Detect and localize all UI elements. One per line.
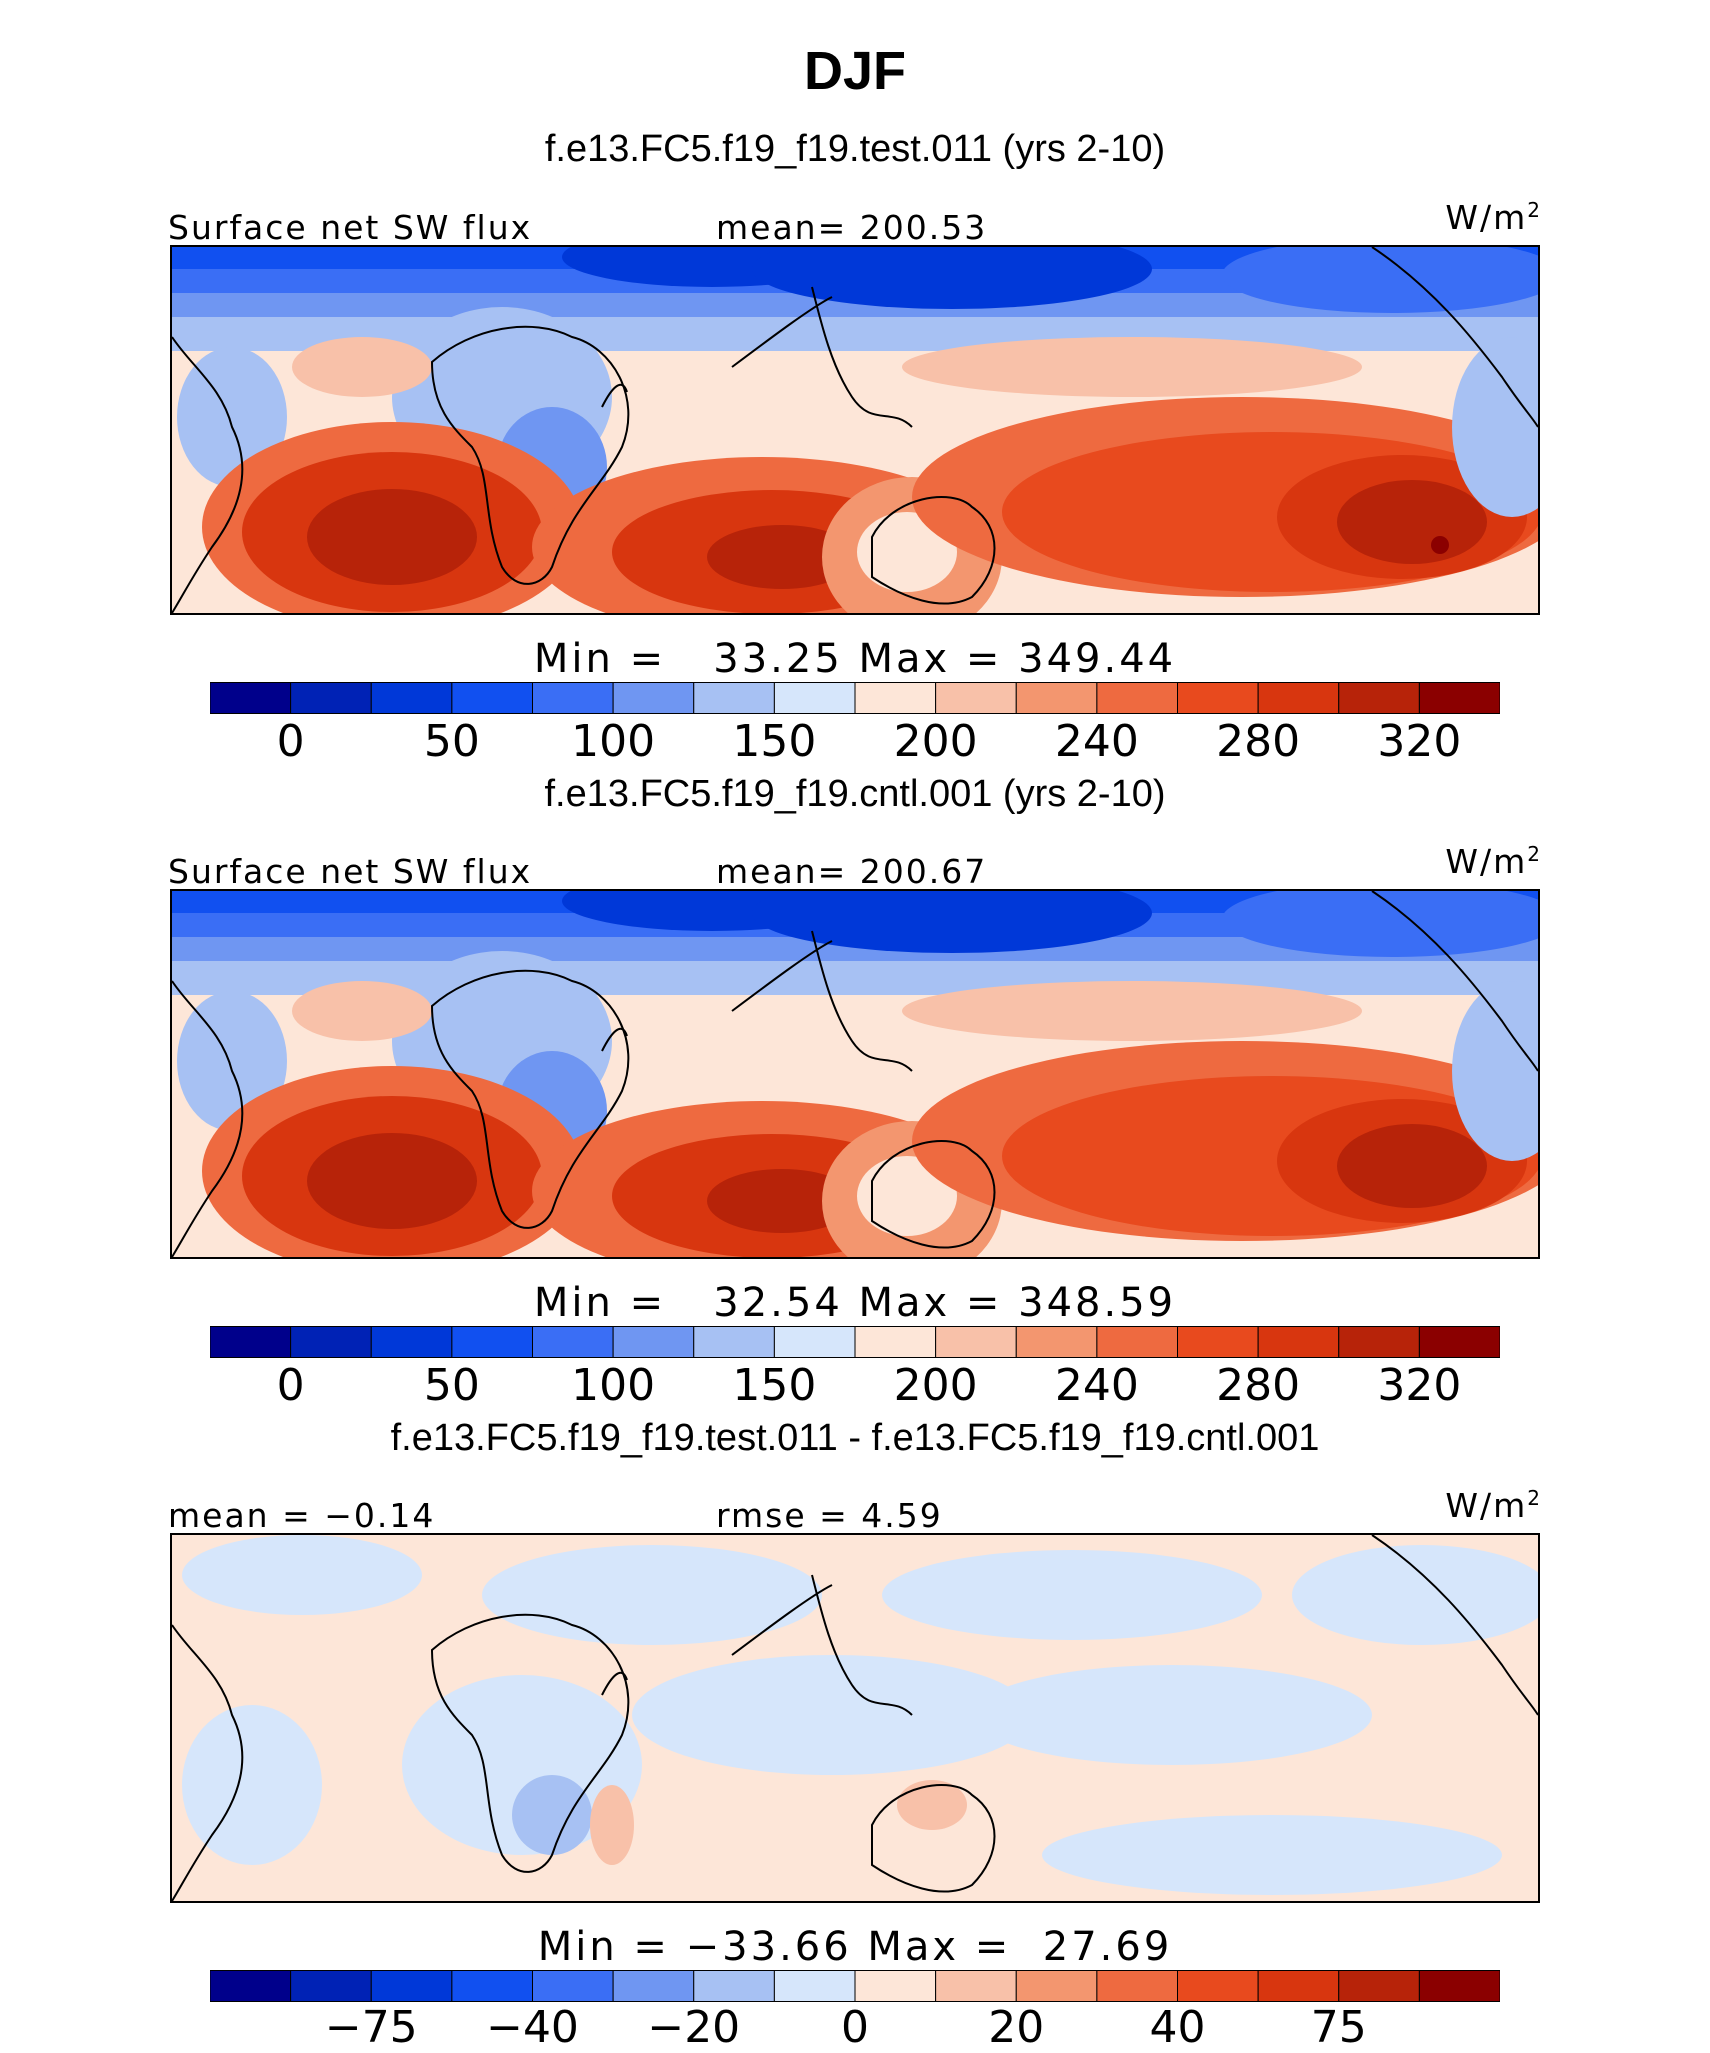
colorbar-tick-label: 50 [423, 716, 480, 767]
panel3-subtitle: f.e13.FC5.f19_f19.test.011 - f.e13.FC5.f… [390, 1417, 1320, 1459]
colorbar-swatch [773, 1326, 856, 1358]
colorbar-swatch [1257, 1970, 1340, 2002]
colorbar-swatch [612, 1326, 695, 1358]
colorbar-swatch [1257, 682, 1340, 714]
colorbar-tick-label: −75 [324, 2002, 418, 2053]
colorbar-swatch [370, 1970, 453, 2002]
colorbar-tick-label: 100 [571, 716, 656, 767]
panel1-map [170, 245, 1540, 615]
panel3-minmax: Min = −33.66 Max = 27.69 [537, 1924, 1173, 1970]
colorbar-swatch [773, 1970, 856, 2002]
colorbar-swatch [210, 1970, 292, 2002]
colorbar-tick-label: 100 [571, 1360, 656, 1411]
colorbar-swatch [1177, 1326, 1259, 1358]
colorbar-tick-label: −20 [647, 2002, 741, 2053]
colorbar-tick-label: 150 [732, 1360, 817, 1411]
panel1-map-field [172, 247, 1538, 613]
panel3-colorbar [210, 1970, 1500, 2002]
colorbar-tick-label: 200 [893, 716, 978, 767]
panel3-map-field [172, 1535, 1538, 1901]
colorbar-swatch [290, 682, 372, 714]
panel2-colorbar [210, 1326, 1500, 1358]
panel3-colorbar-ticks: −75 −40 −20 0 20 40 75 [210, 2002, 1500, 2053]
colorbar-tick-label: 0 [841, 2002, 869, 2053]
colorbar-swatch [854, 1970, 937, 2002]
colorbar-swatch [290, 1970, 372, 2002]
panel1-minmax: Min = 33.25 Max = 349.44 [533, 636, 1177, 682]
panel2-subtitle: f.e13.FC5.f19_f19.cntl.001 (yrs 2-10) [544, 773, 1166, 815]
colorbar-swatch [935, 1970, 1017, 2002]
panel2-colorbar-ticks: 0 50 100 150 200 240 280 320 [210, 1360, 1500, 1411]
panel1-subtitle: f.e13.FC5.f19_f19.test.011 (yrs 2-10) [544, 128, 1166, 170]
colorbar-swatch [1015, 1326, 1098, 1358]
colorbar-swatch [451, 682, 534, 714]
colorbar-tick-label: 320 [1377, 716, 1462, 767]
colorbar-swatch [935, 682, 1017, 714]
colorbar-tick-label: 0 [276, 716, 305, 767]
colorbar-swatch [854, 682, 937, 714]
colorbar-swatch [612, 1970, 695, 2002]
colorbar-swatch [451, 1326, 534, 1358]
panel1-units: W/m2 [1445, 198, 1542, 237]
panel1-colorbar [210, 682, 1500, 714]
colorbar-swatch [532, 682, 614, 714]
colorbar-swatch [693, 1970, 775, 2002]
panel2-units: W/m2 [1445, 842, 1542, 881]
colorbar-swatch [693, 682, 775, 714]
colorbar-swatch [1096, 1970, 1179, 2002]
colorbar-tick-label: 240 [1054, 716, 1139, 767]
colorbar-swatch [773, 682, 856, 714]
colorbar-swatch [1096, 682, 1179, 714]
colorbar-tick-label: 240 [1054, 1360, 1139, 1411]
colorbar-tick-label: 280 [1216, 1360, 1301, 1411]
colorbar-swatch [854, 1326, 937, 1358]
colorbar-swatch [210, 1326, 292, 1358]
colorbar-tick-label: 0 [276, 1360, 305, 1411]
colorbar-swatch [210, 682, 292, 714]
colorbar-tick-label: 20 [988, 2002, 1045, 2053]
colorbar-tick-label: 50 [423, 1360, 480, 1411]
colorbar-swatch [1015, 1970, 1098, 2002]
colorbar-swatch [1257, 1326, 1340, 1358]
colorbar-swatch [1338, 682, 1420, 714]
colorbar-swatch [693, 1326, 775, 1358]
panel2-map-field [172, 891, 1538, 1257]
colorbar-tick-label: 150 [732, 716, 817, 767]
panel2-minmax: Min = 32.54 Max = 348.59 [533, 1280, 1177, 1326]
colorbar-swatch [1177, 1970, 1259, 2002]
panel1-mean-label: mean= 200.53 [716, 208, 988, 247]
colorbar-swatch [1418, 1326, 1500, 1358]
colorbar-tick-label: 75 [1310, 2002, 1367, 2053]
colorbar-swatch [1015, 682, 1098, 714]
colorbar-swatch [1338, 1326, 1420, 1358]
colorbar-swatch [1418, 682, 1500, 714]
colorbar-tick-label: 200 [893, 1360, 978, 1411]
colorbar-swatch [1096, 1326, 1179, 1358]
colorbar-swatch [1338, 1970, 1420, 2002]
colorbar-tick-label: −40 [486, 2002, 579, 2053]
colorbar-swatch [370, 682, 453, 714]
colorbar-swatch [1418, 1970, 1500, 2002]
panel3-map [170, 1533, 1540, 1903]
colorbar-tick-label: 320 [1377, 1360, 1462, 1411]
colorbar-swatch [532, 1970, 614, 2002]
colorbar-tick-label: 40 [1149, 2002, 1206, 2053]
colorbar-swatch [290, 1326, 372, 1358]
colorbar-swatch [451, 1970, 534, 2002]
panel2-variable-label: Surface net SW flux [168, 852, 533, 891]
colorbar-swatch [532, 1326, 614, 1358]
page-title: DJF [803, 41, 906, 101]
panel1-colorbar-ticks: 0 50 100 150 200 240 280 320 [210, 716, 1500, 767]
colorbar-swatch [935, 1326, 1017, 1358]
panel2-map [170, 889, 1540, 1259]
colorbar-swatch [612, 682, 695, 714]
colorbar-swatch [370, 1326, 453, 1358]
colorbar-tick-label: 280 [1216, 716, 1301, 767]
colorbar-swatch [1177, 682, 1259, 714]
panel2-mean-label: mean= 200.67 [716, 852, 988, 891]
panel3-mean-label: mean = −0.14 [168, 1496, 436, 1535]
panel1-variable-label: Surface net SW flux [168, 208, 533, 247]
panel3-rmse-label: rmse = 4.59 [716, 1496, 943, 1535]
panel3-units: W/m2 [1445, 1486, 1542, 1525]
